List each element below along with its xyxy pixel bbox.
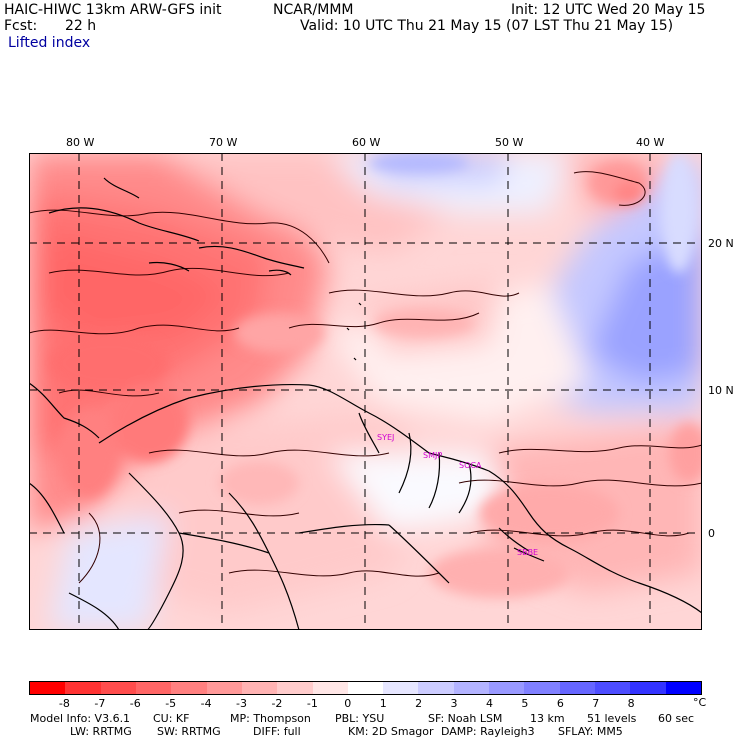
lon-label: 40 W — [636, 136, 665, 149]
footer-item: KM: 2D Smagor — [348, 725, 434, 738]
model-title: HAIC-HIWC 13km ARW-GFS init — [4, 2, 222, 18]
footer-item: SF: Noah LSM — [428, 712, 503, 725]
coastlines — [29, 177, 702, 630]
lat-label: 20 N — [708, 237, 734, 250]
colorbar-swatch — [453, 682, 490, 694]
colorbar-tick-label: 7 — [592, 697, 600, 710]
footer-item: SW: RRTMG — [157, 725, 221, 738]
org-label: NCAR/MMM — [273, 2, 354, 18]
colorbar-swatch — [206, 682, 242, 694]
valid-time: Valid: 10 UTC Thu 21 May 15 (07 LST Thu … — [300, 18, 674, 34]
footer-item: LW: RRTMG — [70, 725, 132, 738]
colorbar-tick-label: -3 — [236, 697, 247, 710]
colorbar-tick-label: 2 — [415, 697, 423, 710]
station-label: SMJP — [423, 451, 442, 460]
lifted-index-map: SYEJ SMJP SOCA SBBE — [29, 153, 702, 630]
forecast-label: Fcst: — [4, 18, 38, 34]
footer-item: MP: Thompson — [230, 712, 311, 725]
colorbar-swatch — [65, 682, 101, 694]
colorbar-swatch — [171, 682, 207, 694]
colorbar-swatch — [489, 682, 525, 694]
colorbar-swatch — [312, 682, 348, 694]
colorbar-swatch — [630, 682, 666, 694]
footer-item: DIFF: full — [253, 725, 301, 738]
colorbar — [29, 681, 702, 695]
colorbar-tick-label: -4 — [200, 697, 212, 710]
footer-item: SFLAY: MM5 — [558, 725, 623, 738]
colorbar-tick-label: 6 — [556, 697, 564, 710]
colorbar-swatch — [277, 682, 313, 694]
map-frame — [29, 153, 702, 630]
colorbar-swatch — [383, 682, 419, 694]
lat-label: 10 N — [708, 384, 734, 397]
colorbar-swatch — [595, 682, 631, 694]
colorbar-tick-label: 0 — [344, 697, 352, 710]
colorbar-swatch — [524, 682, 560, 694]
colorbar-tick-label: 5 — [521, 697, 529, 710]
colorbar-swatch — [30, 682, 66, 694]
colorbar-tick-label: -8 — [58, 697, 70, 710]
lon-label: 60 W — [352, 136, 381, 149]
footer-item: DAMP: Rayleigh3 — [441, 725, 535, 738]
colorbar-tick-label: 1 — [379, 697, 387, 710]
lat-lon-grid — [29, 153, 702, 630]
colorbar-tick-label: -7 — [94, 697, 106, 710]
colorbar-swatch — [559, 682, 595, 694]
field-detail — [49, 153, 702, 598]
colorbar-swatch — [241, 682, 278, 694]
colorbar-tick-label: -5 — [165, 697, 177, 710]
colorbar-swatch — [665, 682, 701, 694]
colorbar-swatch — [135, 682, 172, 694]
lon-label: 80 W — [66, 136, 95, 149]
lon-label: 50 W — [495, 136, 524, 149]
contour-lines — [29, 171, 702, 584]
init-time: Init: 12 UTC Wed 20 May 15 — [511, 2, 706, 18]
lon-label: 70 W — [209, 136, 238, 149]
footer-item: 51 levels — [587, 712, 637, 725]
station-label: SYEJ — [377, 433, 394, 442]
footer-item: PBL: YSU — [335, 712, 385, 725]
footer-item: 60 sec — [658, 712, 695, 725]
colorbar-tick-label: -1 — [306, 697, 318, 710]
footer-item: Model Info: V3.6.1 — [30, 712, 131, 725]
footer-item: CU: KF — [153, 712, 190, 725]
colorbar-swatch — [418, 682, 454, 694]
field-name: Lifted index — [8, 35, 91, 51]
footer-item: 13 km — [530, 712, 565, 725]
lat-label: 0 — [708, 527, 715, 540]
colorbar-tick-label: 4 — [485, 697, 493, 710]
model-info-line1: Model Info: V3.6.1 CU: KF MP: Thompson P… — [30, 712, 730, 725]
station-label: SBBE — [517, 548, 538, 557]
forecast-hours: 22 h — [65, 18, 97, 34]
station-label: SOCA — [459, 461, 482, 470]
colorbar-swatch — [347, 682, 384, 694]
colorbar-tick-label: -6 — [129, 697, 141, 710]
colorbar-swatch — [100, 682, 136, 694]
model-info-line2: LW: RRTMG SW: RRTMG DIFF: full KM: 2D Sm… — [30, 725, 730, 738]
colorbar-unit: °C — [693, 696, 707, 709]
colorbar-tick-label: 8 — [627, 697, 635, 710]
colorbar-tick-label: 3 — [450, 697, 458, 710]
colorbar-tick-label: -2 — [271, 697, 283, 710]
